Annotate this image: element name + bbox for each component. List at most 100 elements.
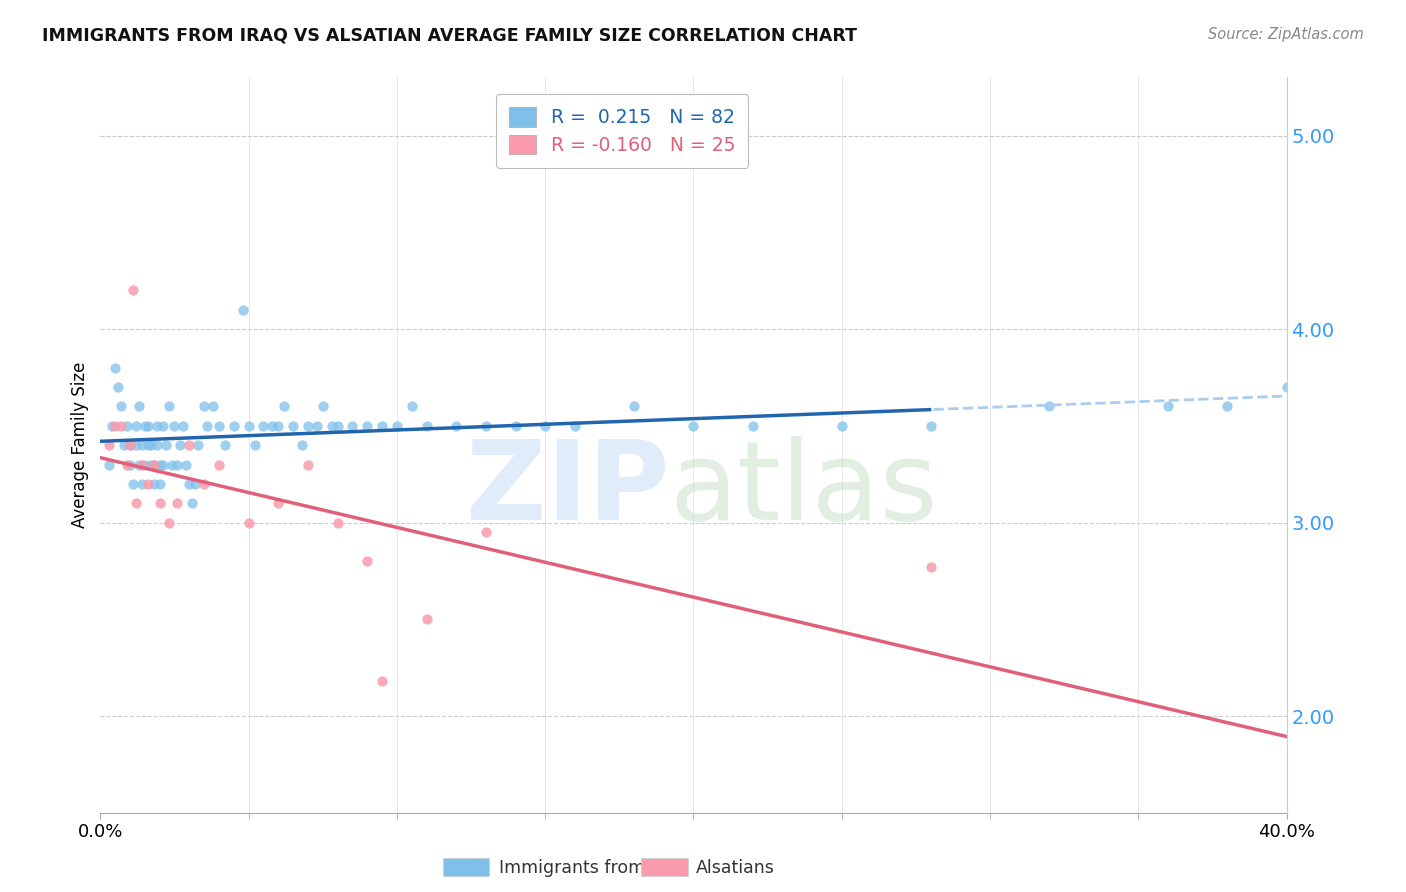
Point (101, 418, 124, 433)
Point (160, 458, 183, 472)
Point (115, 418, 138, 433)
Point (98, 458, 121, 472)
Point (187, 438, 209, 452)
Point (1038, 400, 1060, 414)
Point (281, 418, 304, 433)
Point (193, 400, 215, 414)
Point (172, 418, 194, 433)
Point (401, 400, 423, 414)
Point (104, 418, 127, 433)
Point (356, 554, 378, 568)
Point (118, 438, 141, 452)
Point (232, 302, 254, 317)
Point (222, 418, 245, 433)
Text: ZIP: ZIP (467, 436, 669, 543)
Point (166, 496, 188, 510)
Point (107, 380, 129, 394)
Point (371, 418, 394, 433)
Point (125, 496, 148, 510)
Point (1275, 380, 1298, 394)
Point (163, 418, 186, 433)
Point (104, 360, 127, 375)
Text: Source: ZipAtlas.com: Source: ZipAtlas.com (1208, 27, 1364, 42)
Point (415, 418, 437, 433)
Point (149, 476, 172, 491)
Point (125, 438, 148, 452)
Point (181, 496, 204, 510)
Point (243, 438, 266, 452)
Point (267, 418, 290, 433)
Point (149, 458, 172, 472)
Point (166, 458, 188, 472)
Point (125, 418, 148, 433)
Point (152, 418, 174, 433)
Point (139, 438, 162, 452)
Point (920, 418, 942, 433)
Point (184, 476, 207, 491)
Point (208, 418, 231, 433)
Point (131, 476, 153, 491)
Point (321, 418, 343, 433)
Point (238, 418, 260, 433)
Point (238, 516, 260, 530)
Point (385, 418, 408, 433)
Point (444, 418, 467, 433)
Point (297, 458, 319, 472)
Point (297, 418, 319, 433)
Point (136, 476, 159, 491)
Point (122, 283, 145, 297)
Point (741, 418, 763, 433)
Point (149, 496, 172, 510)
Point (110, 418, 132, 433)
Point (202, 400, 225, 414)
Point (136, 418, 159, 433)
Point (145, 418, 167, 433)
Point (157, 516, 180, 530)
Point (157, 400, 180, 414)
Y-axis label: Average Family Size: Average Family Size (72, 362, 89, 528)
Point (128, 400, 150, 414)
Point (118, 438, 141, 452)
Point (118, 458, 141, 472)
Point (179, 476, 201, 491)
Point (115, 458, 138, 472)
Point (152, 458, 174, 472)
Point (131, 458, 153, 472)
Point (145, 438, 167, 452)
Point (623, 400, 645, 414)
Point (326, 418, 349, 433)
Point (128, 458, 150, 472)
Point (136, 438, 159, 452)
Point (831, 418, 853, 433)
Point (179, 438, 201, 452)
Point (534, 418, 557, 433)
Point (356, 418, 378, 433)
Point (155, 438, 177, 452)
Point (131, 438, 153, 452)
Point (176, 458, 198, 472)
Point (291, 438, 314, 452)
Point (267, 496, 290, 510)
Point (98, 438, 121, 452)
Point (195, 418, 218, 433)
Point (252, 418, 274, 433)
Point (1216, 400, 1239, 414)
Point (169, 438, 191, 452)
Point (326, 516, 349, 530)
Point (142, 458, 165, 472)
Point (305, 418, 328, 433)
Point (475, 525, 498, 540)
Text: atlas: atlas (669, 436, 938, 543)
Point (564, 418, 586, 433)
Point (273, 400, 295, 414)
Text: IMMIGRANTS FROM IRAQ VS ALSATIAN AVERAGE FAMILY SIZE CORRELATION CHART: IMMIGRANTS FROM IRAQ VS ALSATIAN AVERAGE… (42, 27, 858, 45)
Point (1157, 400, 1180, 414)
Point (475, 418, 498, 433)
Point (342, 418, 364, 433)
Point (193, 476, 215, 491)
Point (262, 418, 284, 433)
Text: Alsatians: Alsatians (696, 859, 775, 877)
Point (142, 476, 165, 491)
Point (122, 476, 145, 491)
Text: Immigrants from Iraq: Immigrants from Iraq (499, 859, 685, 877)
